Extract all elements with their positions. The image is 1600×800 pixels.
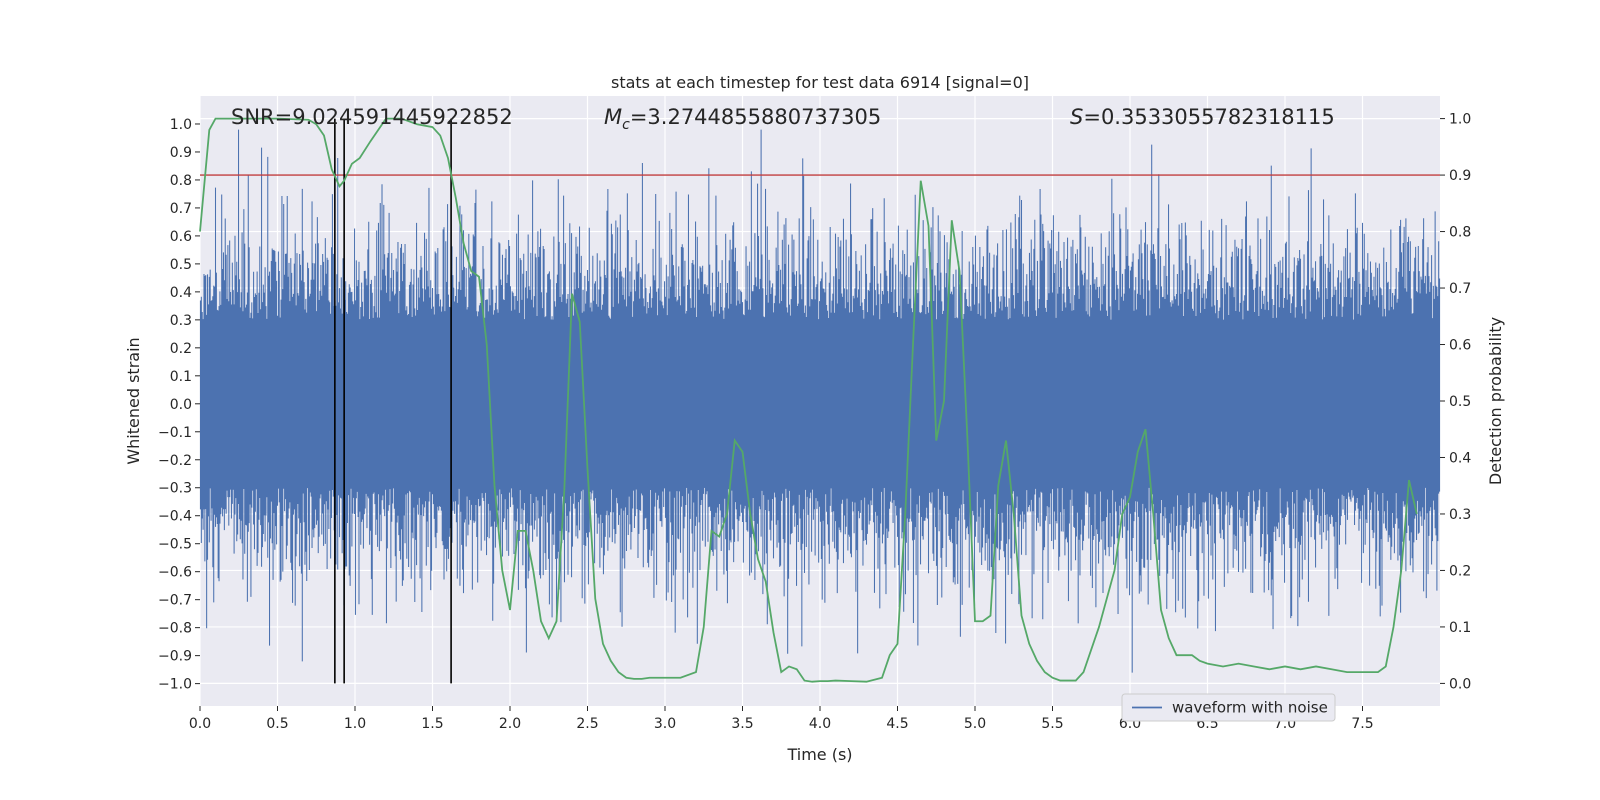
y-left-tick-label-3: −0.7 — [158, 593, 192, 609]
x-tick-label-0: 0.0 — [189, 716, 211, 732]
y-left-tick-label-4: −0.6 — [158, 565, 192, 581]
y-left-tick-label-16: 0.6 — [170, 229, 192, 245]
x-tick-label-5: 2.5 — [576, 716, 598, 732]
s-symbol: S — [1070, 105, 1083, 129]
y-left-tick-label-1: −0.9 — [158, 649, 192, 665]
y-right-tick-label-8: 0.8 — [1449, 225, 1471, 241]
x-tick-label-6: 3.0 — [654, 716, 676, 732]
y-left-tick-label-15: 0.5 — [170, 257, 192, 273]
legend-label: waveform with noise — [1172, 699, 1328, 717]
x-tick-label-4: 2.0 — [499, 716, 521, 732]
probability-line — [199, 117, 1418, 683]
y-right-tick-label-1: 0.1 — [1449, 620, 1471, 636]
y-left-tick-label-20: 1.0 — [170, 117, 192, 133]
x-tick-label-9: 4.5 — [886, 716, 908, 732]
y-right-tick-label-0: 0.0 — [1449, 676, 1471, 692]
y-left-axis-title: Whitened strain — [124, 337, 143, 464]
y-left-tick-label-12: 0.2 — [170, 341, 192, 357]
s-annotation: S=0.3533055782318115 — [1070, 105, 1335, 129]
mc-subscript: c — [622, 117, 630, 133]
y-right-tick-label-4: 0.4 — [1449, 450, 1471, 466]
snr-annotation: SNR=9.024591445922852 — [231, 105, 513, 129]
y-left-tick-label-0: −1.0 — [158, 677, 192, 693]
y-left-tick-label-17: 0.7 — [170, 201, 192, 217]
mc-symbol: M — [604, 105, 622, 129]
y-left-tick-label-8: −0.2 — [158, 453, 192, 469]
x-tick-label-10: 5.0 — [964, 716, 986, 732]
y-left-tick-label-18: 0.8 — [170, 173, 192, 189]
y-left-tick-label-9: −0.1 — [158, 425, 192, 441]
x-tick-label-8: 4.0 — [809, 716, 831, 732]
y-left-axis-ticks: −1.0 −0.9 −0.8 −0.7 −0.6 −0.5 −0.4 −0.3 −0.2 −0.1… — [158, 117, 200, 693]
chart-title: stats at each timestep for test data 691… — [611, 73, 1029, 92]
y-left-tick-label-19: 0.9 — [170, 145, 192, 161]
y-right-tick-label-10: 1.0 — [1449, 112, 1471, 128]
x-tick-label-2: 1.0 — [344, 716, 366, 732]
legend-box — [1121, 693, 1336, 722]
mc-annotation: Mc=3.2744855880737305 — [604, 105, 881, 133]
mc-value: =3.2744855880737305 — [630, 105, 881, 129]
y-right-tick-label-3: 0.3 — [1449, 507, 1471, 523]
s-value: =0.3533055782318115 — [1083, 105, 1334, 129]
y-right-tick-label-9: 0.9 — [1449, 168, 1471, 184]
y-left-tick-label-14: 0.4 — [170, 285, 192, 301]
x-tick-label-7: 3.5 — [731, 716, 753, 732]
y-left-tick-label-11: 0.1 — [170, 369, 192, 385]
x-tick-label-11: 5.5 — [1041, 716, 1063, 732]
y-right-axis-ticks: 0.0 0.1 0.2 0.3 0.4 0.5 0.6 0.7 0.8 0.9 1.0 — [1440, 112, 1471, 692]
y-right-tick-label-7: 0.7 — [1449, 281, 1471, 297]
y-left-tick-label-5: −0.5 — [158, 537, 192, 553]
legend: waveform with noise — [1121, 693, 1336, 722]
y-right-tick-label-5: 0.5 — [1449, 394, 1471, 410]
y-left-tick-label-2: −0.8 — [158, 621, 192, 637]
y-left-tick-label-7: −0.3 — [158, 481, 192, 497]
x-tick-label-1: 0.5 — [266, 716, 288, 732]
waveform-series — [199, 129, 1441, 673]
x-tick-label-15: 7.5 — [1351, 716, 1373, 732]
y-left-tick-label-10: 0.0 — [170, 397, 192, 413]
waveform-core — [200, 319, 1440, 488]
y-right-axis-title: Detection probability — [1486, 317, 1505, 485]
y-right-tick-label-6: 0.6 — [1449, 338, 1471, 354]
y-left-tick-label-6: −0.4 — [158, 509, 192, 525]
vertical-markers — [334, 118, 452, 684]
x-axis-title: Time (s) — [786, 745, 852, 764]
y-left-tick-label-13: 0.3 — [170, 313, 192, 329]
y-right-tick-label-2: 0.2 — [1449, 563, 1471, 579]
x-tick-label-3: 1.5 — [421, 716, 443, 732]
